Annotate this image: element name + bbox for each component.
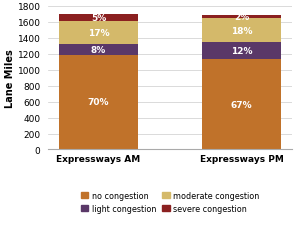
Text: 12%: 12%: [231, 47, 252, 56]
Text: 17%: 17%: [88, 29, 109, 37]
Bar: [202, 59, 281, 150]
Bar: [59, 44, 138, 55]
Text: 67%: 67%: [231, 100, 252, 109]
Bar: [59, 15, 138, 22]
Bar: [59, 55, 138, 150]
Bar: [202, 19, 281, 43]
Text: 8%: 8%: [91, 45, 106, 54]
Legend: no congestion, light congestion, moderate congestion, severe congestion: no congestion, light congestion, moderat…: [81, 191, 259, 213]
Bar: [202, 43, 281, 59]
Text: 2%: 2%: [234, 13, 249, 22]
Y-axis label: Lane Miles: Lane Miles: [5, 49, 15, 108]
Bar: [59, 22, 138, 44]
Text: 5%: 5%: [91, 14, 106, 23]
Text: 18%: 18%: [231, 27, 252, 35]
Text: 70%: 70%: [88, 98, 109, 107]
Bar: [202, 16, 281, 19]
